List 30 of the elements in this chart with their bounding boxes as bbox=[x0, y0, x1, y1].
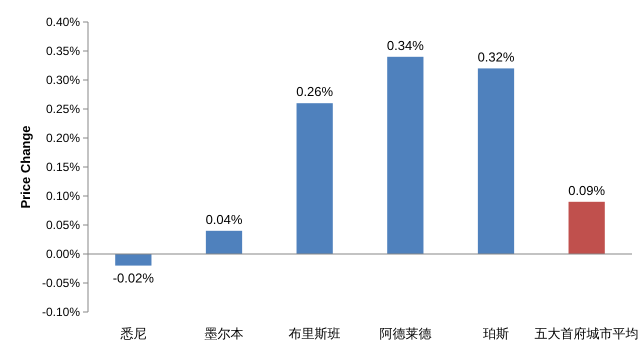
y-axis-title: Price Change bbox=[18, 125, 33, 209]
y-tick-label: 0.30% bbox=[46, 73, 80, 87]
x-tick-label: 珀斯 bbox=[483, 326, 509, 341]
y-tick-label: 0.40% bbox=[46, 15, 80, 29]
y-tick-label: 0.20% bbox=[46, 131, 80, 145]
y-tick-label: 0.05% bbox=[46, 218, 80, 232]
y-tick-label: 0.10% bbox=[46, 189, 80, 203]
y-tick-label: -0.05% bbox=[42, 276, 80, 290]
data-label: 0.04% bbox=[206, 212, 243, 227]
y-tick-label: 0.35% bbox=[46, 44, 80, 58]
bar bbox=[387, 56, 424, 254]
x-tick-label: 布里斯班 bbox=[288, 326, 341, 341]
y-tick-label: -0.10% bbox=[42, 305, 80, 319]
bar bbox=[206, 230, 242, 254]
bar bbox=[115, 254, 152, 266]
x-tick-label: 悉尼 bbox=[119, 326, 146, 341]
data-label: 0.34% bbox=[386, 38, 424, 53]
data-label: 0.09% bbox=[568, 182, 606, 198]
bar bbox=[568, 202, 605, 254]
data-label: 0.32% bbox=[478, 49, 515, 64]
data-label: 0.26% bbox=[296, 84, 334, 100]
bar bbox=[478, 68, 514, 254]
data-label: -0.02% bbox=[112, 270, 154, 286]
y-tick-label: 0.25% bbox=[46, 102, 80, 116]
x-tick-label: 五大首府城市平均 bbox=[534, 326, 639, 341]
x-tick-label: 墨尔本 bbox=[204, 326, 244, 341]
x-tick-label: 阿德莱德 bbox=[379, 326, 432, 341]
y-tick-label: 0.00% bbox=[46, 247, 80, 261]
y-tick-label: 0.15% bbox=[46, 160, 80, 174]
bar bbox=[296, 103, 333, 254]
